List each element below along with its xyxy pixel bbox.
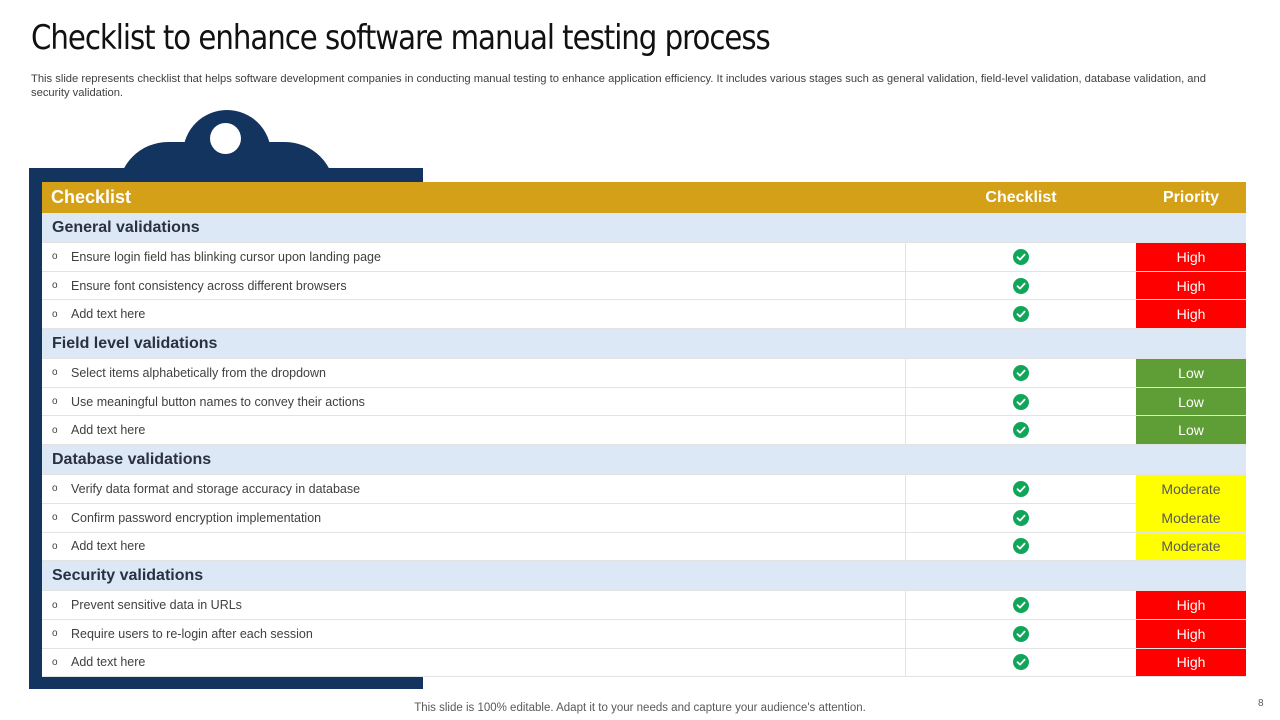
row-item-text: Prevent sensitive data in URLs	[71, 598, 242, 613]
row-check-cell	[906, 475, 1136, 503]
bullet-icon: o	[52, 540, 58, 552]
bullet-icon: o	[52, 512, 58, 524]
priority-badge: High	[1136, 648, 1246, 677]
table-row: o Verify data format and storage accuracy…	[42, 475, 1246, 504]
slide-title: Checklist to enhance software manual tes…	[31, 18, 771, 58]
priority-badge: High	[1136, 243, 1246, 271]
priority-badge: High	[1136, 271, 1246, 300]
header-item: Checklist	[51, 187, 132, 207]
table-header: Checklist Checklist Priority	[42, 182, 1246, 213]
row-item-cell: o Use meaningful button names to convey t…	[42, 387, 906, 416]
check-circle-icon	[1013, 654, 1029, 671]
bullet-icon: o	[52, 599, 58, 611]
bullet-icon: o	[52, 424, 58, 436]
check-circle-icon	[1013, 393, 1029, 410]
check-circle-icon	[1013, 364, 1029, 381]
page-number: 8	[1258, 698, 1264, 709]
table-row: o Confirm password encryption implementat…	[42, 503, 1246, 533]
table-row: o Ensure font consistency across differen…	[42, 271, 1246, 301]
check-circle-icon	[1013, 306, 1029, 323]
check-circle-icon	[1013, 248, 1029, 265]
row-check-cell	[906, 272, 1136, 300]
row-item-text: Select items alphabetically from the dro…	[71, 365, 326, 380]
priority-badge: Low	[1136, 416, 1246, 445]
row-item-cell: o Ensure login field has blinking cursor …	[42, 243, 906, 271]
row-item-cell: o Confirm password encryption implementat…	[42, 503, 906, 532]
row-item-cell: o Require users to re-login after each se…	[42, 619, 906, 648]
row-item-text: Add text here	[71, 307, 146, 322]
bullet-icon: o	[52, 308, 58, 320]
row-item-cell: o Select items alphabetically from the dr…	[42, 359, 906, 387]
bullet-icon: o	[52, 280, 58, 292]
row-item-cell: o Add text here	[42, 532, 906, 561]
row-item-cell: o Add text here	[42, 416, 906, 445]
check-circle-icon	[1013, 509, 1029, 526]
table-row: o Use meaningful button names to convey t…	[42, 387, 1246, 417]
row-check-cell	[906, 416, 1136, 444]
bullet-icon: o	[52, 367, 58, 379]
row-check-cell	[906, 388, 1136, 416]
section-title: Security validations	[42, 561, 1246, 592]
bullet-icon: o	[52, 251, 58, 263]
bullet-icon: o	[52, 628, 58, 640]
priority-badge: Moderate	[1136, 475, 1246, 503]
row-check-cell	[906, 620, 1136, 648]
table-row: o Add text here Moderate	[42, 532, 1246, 562]
table-row: o Select items alphabetically from the dr…	[42, 359, 1246, 388]
priority-badge: High	[1136, 591, 1246, 619]
row-item-cell: o Verify data format and storage accuracy…	[42, 475, 906, 503]
row-item-cell: o Ensure font consistency across differen…	[42, 271, 906, 300]
row-check-cell	[906, 649, 1136, 677]
clipboard-clip-hole	[210, 123, 241, 154]
check-circle-icon	[1013, 277, 1029, 294]
priority-badge: Moderate	[1136, 532, 1246, 561]
priority-badge: Low	[1136, 359, 1246, 387]
bullet-icon: o	[52, 656, 58, 668]
row-item-text: Add text here	[71, 655, 146, 670]
row-item-text: Confirm password encryption implementati…	[71, 510, 322, 525]
priority-badge: High	[1136, 619, 1246, 648]
priority-badge: Low	[1136, 387, 1246, 416]
row-item-text: Require users to re-login after each ses…	[71, 626, 313, 641]
row-item-text: Use meaningful button names to convey th…	[71, 394, 365, 409]
bullet-icon: o	[52, 396, 58, 408]
table-body: General validations o Ensure login field h…	[42, 213, 1246, 678]
row-item-text: Ensure font consistency across different…	[71, 278, 347, 293]
table-row: o Add text here High	[42, 300, 1246, 330]
row-item-text: Add text here	[71, 539, 146, 554]
priority-badge: Moderate	[1136, 503, 1246, 532]
table-row: o Prevent sensitive data in URLs High	[42, 591, 1246, 620]
section-title: General validations	[42, 213, 1246, 243]
checklist-table: Checklist Checklist Priority General val…	[42, 182, 1246, 678]
check-circle-icon	[1013, 422, 1029, 439]
row-item-cell: o Prevent sensitive data in URLs	[42, 591, 906, 619]
slide-subtitle: This slide represents checklist that hel…	[31, 73, 1206, 99]
row-check-cell	[906, 504, 1136, 532]
row-check-cell	[906, 591, 1136, 619]
footer-note: This slide is 100% editable. Adapt it to…	[414, 702, 866, 714]
row-item-text: Verify data format and storage accuracy …	[71, 481, 361, 496]
table-row: o Ensure login field has blinking cursor …	[42, 243, 1246, 272]
section-title: Field level validations	[42, 329, 1246, 360]
row-check-cell	[906, 243, 1136, 271]
row-item-text: Ensure login field has blinking cursor u…	[71, 249, 381, 264]
header-priority: Priority	[1162, 188, 1219, 206]
row-check-cell	[906, 300, 1136, 328]
row-item-cell: o Add text here	[42, 648, 906, 677]
row-item-text: Add text here	[71, 423, 146, 438]
bullet-icon: o	[52, 483, 58, 495]
priority-badge: High	[1136, 300, 1246, 329]
table-row: o Require users to re-login after each se…	[42, 619, 1246, 649]
check-circle-icon	[1013, 480, 1029, 497]
check-circle-icon	[1013, 625, 1029, 642]
check-circle-icon	[1013, 538, 1029, 555]
section-title: Database validations	[42, 445, 1246, 476]
row-check-cell	[906, 533, 1136, 561]
table-row: o Add text here Low	[42, 416, 1246, 446]
table-row: o Add text here High	[42, 648, 1246, 678]
row-item-cell: o Add text here	[42, 300, 906, 329]
header-checklist: Checklist	[985, 188, 1057, 206]
row-check-cell	[906, 359, 1136, 387]
check-circle-icon	[1013, 597, 1029, 614]
